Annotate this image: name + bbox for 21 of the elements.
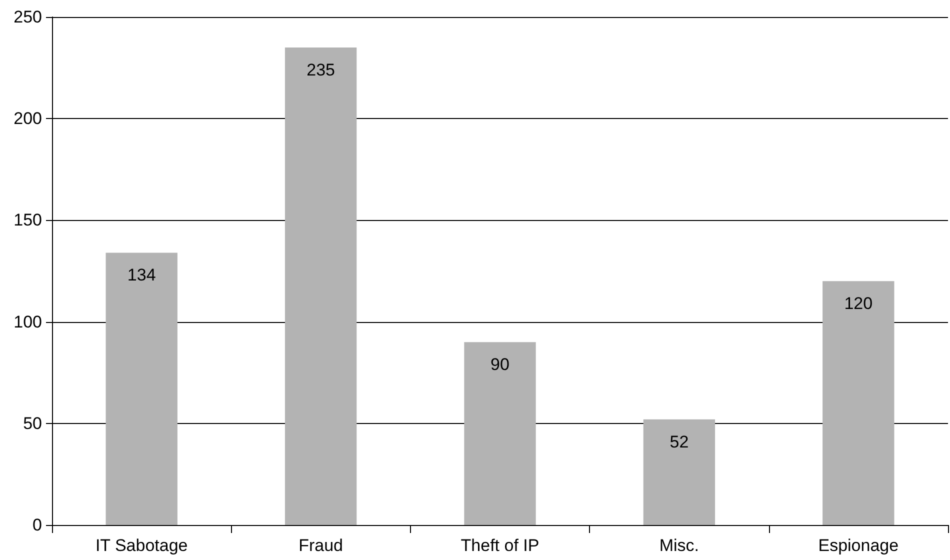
y-tick-label: 50 <box>23 414 42 433</box>
data-label: 52 <box>670 432 689 452</box>
data-label: 134 <box>127 266 156 285</box>
data-label: 90 <box>490 355 510 374</box>
y-tick-label: 0 <box>32 516 42 534</box>
y-tick-label: 250 <box>14 8 42 26</box>
bar <box>822 281 894 525</box>
x-tick-label: Theft of IP <box>460 536 540 555</box>
x-tick-label: Misc. <box>659 536 700 555</box>
bar <box>284 47 357 525</box>
x-tick-label: Espionage <box>818 536 899 555</box>
data-label: 120 <box>844 294 873 314</box>
x-tick-label: IT Sabotage <box>95 536 188 555</box>
y-tick-label: 100 <box>14 312 42 332</box>
bar <box>464 342 536 525</box>
bar <box>643 419 716 525</box>
data-label: 235 <box>306 60 335 80</box>
y-tick-label: 150 <box>14 210 42 230</box>
y-tick-label: 200 <box>14 109 42 128</box>
x-tick-label: Fraud <box>298 536 344 555</box>
bar <box>106 252 178 525</box>
